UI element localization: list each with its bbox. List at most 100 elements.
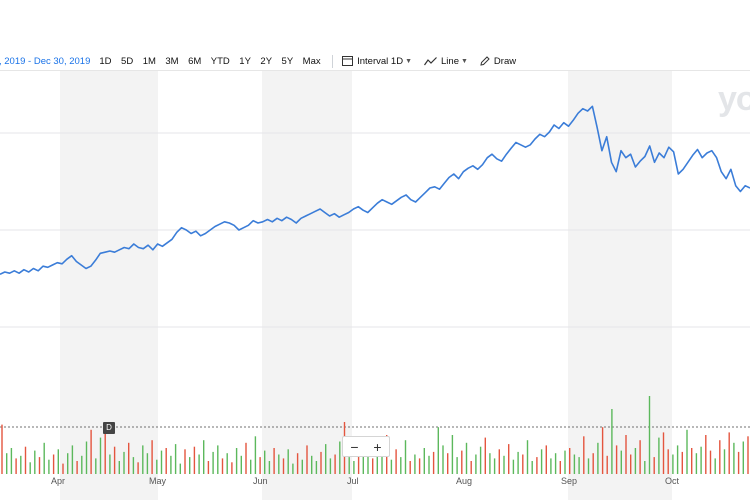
range-1m-button[interactable]: 1M	[142, 55, 156, 67]
volume-bar	[57, 449, 59, 474]
volume-bar	[508, 444, 510, 474]
volume-bar	[282, 458, 285, 474]
volume-bar	[193, 446, 196, 474]
volume-bar	[357, 450, 360, 474]
volume-bar	[320, 451, 322, 474]
volume-bar	[128, 442, 130, 474]
volume-bar	[34, 450, 36, 474]
price-line	[0, 105, 750, 276]
volume-bar	[95, 458, 97, 474]
volume-bar	[259, 457, 261, 474]
range-2y-button[interactable]: 2Y	[260, 55, 273, 67]
range-1d-button[interactable]: 1D	[99, 55, 112, 67]
volume-bar	[742, 441, 744, 474]
volume-bar	[311, 455, 313, 474]
volume-bar	[456, 457, 458, 474]
volume-bar	[376, 442, 378, 474]
range-ytd-button[interactable]: YTD	[210, 55, 230, 67]
volume-bar	[99, 437, 102, 474]
volume-bar	[339, 441, 341, 474]
volume-bar	[137, 462, 139, 474]
interval-value: 1D	[390, 55, 404, 67]
volume-bar	[686, 429, 688, 474]
volume-bar	[737, 451, 740, 474]
volume-bar	[522, 454, 524, 474]
x-axis-label-may: May	[149, 476, 167, 486]
volume-bar	[301, 459, 303, 474]
volume-bar	[1, 424, 3, 474]
volume-bar	[681, 451, 683, 474]
volume-bar	[658, 437, 660, 474]
volume-bar	[20, 455, 22, 474]
range-5d-button[interactable]: 5D	[121, 55, 134, 67]
dividend-marker[interactable]: D	[103, 422, 115, 434]
volume-bar	[447, 453, 449, 474]
volume-bar	[606, 455, 608, 474]
zoom-in-button[interactable]: +	[373, 438, 382, 455]
volume-bar	[353, 461, 355, 474]
volume-bar	[526, 440, 529, 474]
volume-bar	[268, 461, 271, 474]
volume-bar	[611, 409, 613, 474]
volume-bar	[479, 446, 482, 474]
volume-bar	[747, 436, 749, 474]
volume-bar	[348, 457, 350, 474]
zoom-controls: − +	[342, 436, 390, 457]
range-3m-button[interactable]: 3M	[165, 55, 179, 67]
volume-bar	[325, 444, 327, 474]
month-band	[60, 71, 158, 500]
volume-bar	[71, 445, 74, 474]
volume-bar	[174, 444, 177, 474]
volume-bar	[409, 461, 411, 474]
chart-gridlines	[0, 132, 750, 328]
range-max-button[interactable]: Max	[302, 55, 321, 67]
volume-bar	[503, 455, 505, 474]
volume-bar	[104, 423, 106, 474]
volume-bar	[404, 440, 407, 474]
volume-bar	[151, 440, 153, 474]
volume-bar	[432, 451, 435, 474]
volume-bar	[648, 396, 651, 474]
volume-bar	[52, 454, 55, 474]
volume-bar	[615, 445, 618, 474]
volume-bar	[221, 458, 224, 474]
range-1y-button[interactable]: 1Y	[239, 55, 251, 67]
volume-bar	[6, 453, 8, 474]
volume-bar	[390, 459, 393, 474]
volume-bar	[278, 454, 280, 474]
volume-bar	[597, 442, 599, 474]
price-chart[interactable]	[0, 71, 750, 500]
volume-bar	[207, 461, 210, 474]
volume-bar	[15, 458, 17, 474]
volume-bar	[569, 448, 571, 474]
volume-bar	[287, 449, 289, 474]
volume-bar	[118, 461, 120, 474]
volume-bar	[700, 446, 702, 474]
volume-bar	[470, 461, 472, 474]
x-axis-label-sep: Sep	[561, 476, 578, 486]
range-6m-button[interactable]: 6M	[188, 55, 202, 67]
chart-type-dropdown[interactable]: Line ▼	[424, 56, 468, 67]
volume-bar	[531, 461, 533, 474]
volume-bar	[372, 458, 374, 474]
volume-bar	[306, 445, 308, 474]
volume-bar	[601, 427, 604, 474]
volume-bar	[315, 461, 318, 474]
interval-dropdown[interactable]: Interval 1D ▼	[342, 56, 412, 67]
volume-bar	[442, 445, 444, 474]
toolbar-divider	[0, 70, 750, 71]
range-5y-button[interactable]: 5Y	[281, 55, 294, 67]
volume-bar	[212, 451, 214, 474]
zoom-out-button[interactable]: −	[350, 438, 359, 455]
volume-bar	[662, 432, 665, 474]
volume-bar	[165, 448, 167, 474]
month-band	[262, 71, 352, 500]
volume-bar	[498, 449, 500, 474]
volume-bar	[296, 453, 299, 474]
volume-bar	[329, 458, 332, 474]
volume-bar	[465, 442, 468, 474]
draw-button[interactable]: Draw	[480, 56, 516, 67]
volume-bar	[630, 454, 632, 474]
date-range-label[interactable]: , 2019 - Dec 30, 2019	[0, 55, 91, 67]
volume-bar	[695, 453, 698, 474]
